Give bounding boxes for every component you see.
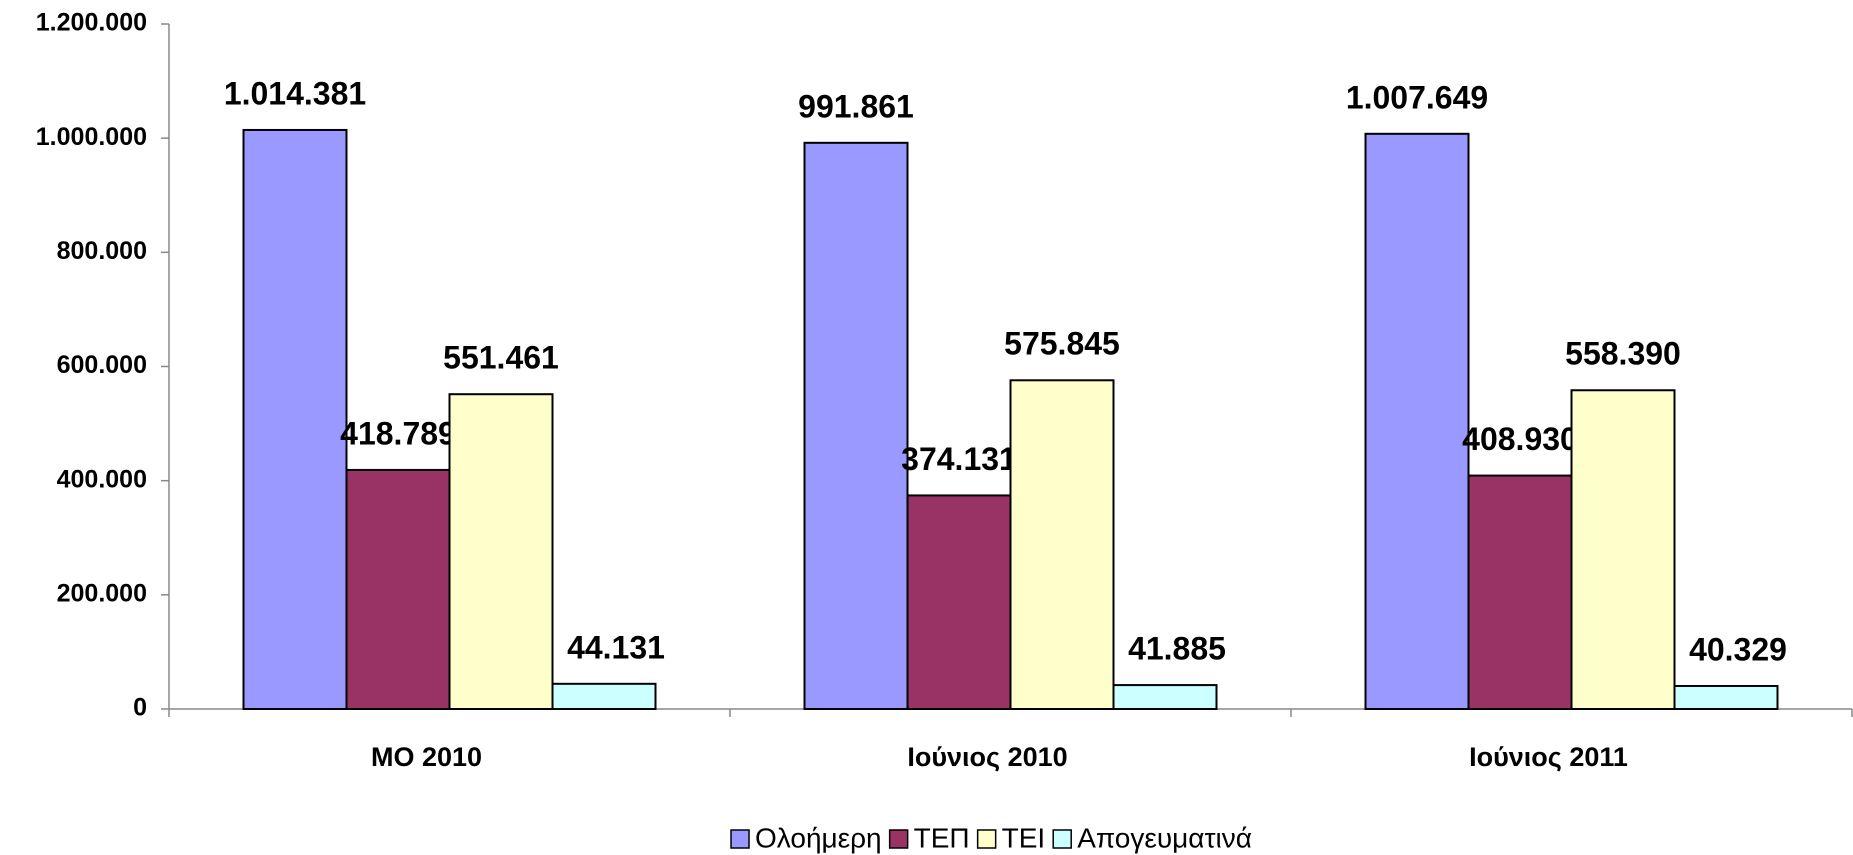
- legend-swatch: [1052, 829, 1072, 849]
- y-tick-label: 400.000: [57, 465, 147, 493]
- value-label: 40.329: [1689, 631, 1787, 667]
- bar: [1570, 389, 1676, 710]
- value-label: 408.930: [1462, 421, 1578, 457]
- bar: [1467, 474, 1573, 710]
- value-label: 374.131: [901, 441, 1017, 477]
- x-tick-label: ΜΟ 2010: [371, 742, 482, 772]
- value-label: 44.131: [567, 629, 665, 665]
- legend-label: ΤΕΠ: [914, 822, 970, 853]
- bar: [448, 393, 554, 710]
- bar: [1112, 684, 1218, 710]
- legend-label: ΤΕΙ: [1002, 822, 1046, 853]
- x-tick-label: Ιούνιος 2011: [1469, 742, 1628, 772]
- value-label: 991.861: [798, 88, 914, 124]
- y-tick-label: 200.000: [57, 579, 147, 607]
- value-label: 575.845: [1004, 326, 1120, 362]
- value-label: 418.789: [340, 415, 456, 451]
- bar: [345, 468, 451, 710]
- bar: [803, 141, 909, 710]
- value-label: 1.014.381: [224, 75, 366, 111]
- value-label: 1.007.649: [1346, 79, 1488, 115]
- value-label: 558.390: [1565, 336, 1681, 372]
- value-label: 41.885: [1128, 631, 1226, 667]
- bar: [1364, 132, 1470, 711]
- bar: [551, 682, 657, 710]
- y-tick-label: 1.200.000: [36, 9, 147, 37]
- x-tick-label: Ιούνιος 2010: [907, 742, 1067, 772]
- legend-label: Απογευματινά: [1077, 822, 1252, 853]
- bar: [1009, 379, 1115, 710]
- bar: [1673, 684, 1779, 711]
- y-tick-label: 800.000: [57, 237, 147, 265]
- y-tick-label: 600.000: [57, 351, 147, 379]
- legend-swatch: [888, 829, 909, 849]
- y-tick-label: 0: [133, 694, 147, 722]
- bar: [906, 494, 1012, 711]
- y-tick-label: 1.000.000: [36, 123, 147, 151]
- value-label: 551.461: [443, 340, 559, 376]
- legend-label: Ολοήμερη: [755, 822, 882, 853]
- bar: [242, 128, 348, 710]
- legend-swatch: [976, 829, 997, 849]
- legend-swatch: [730, 829, 750, 849]
